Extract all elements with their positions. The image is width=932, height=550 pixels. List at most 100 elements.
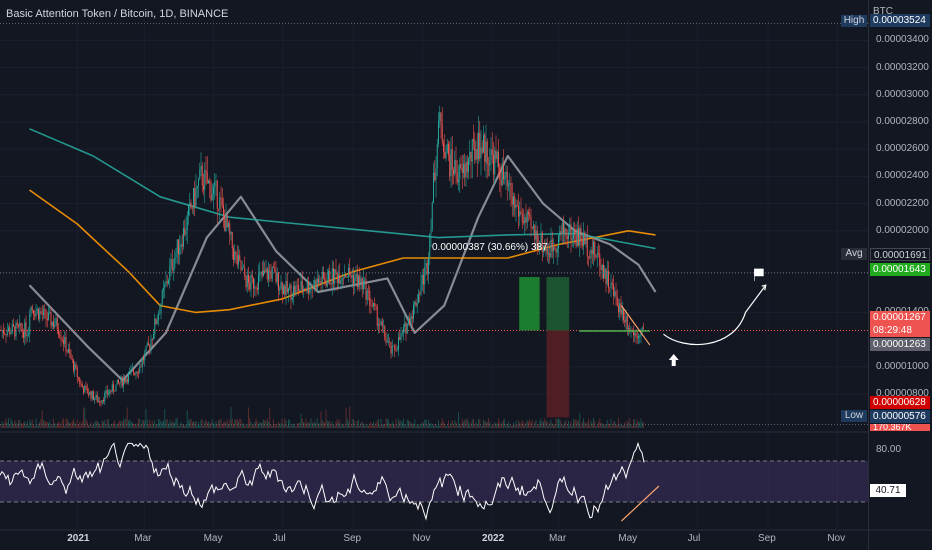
candle-body [545, 248, 547, 252]
candle-body [23, 331, 24, 338]
grid-lines [0, 20, 868, 528]
volume-bar [34, 425, 36, 428]
candle-body [583, 232, 584, 246]
candle-body [604, 268, 606, 279]
volume-bar [65, 418, 67, 428]
volume-bar [324, 422, 326, 428]
candle-body [271, 267, 273, 279]
volume-bar [16, 423, 18, 428]
candle-body [365, 279, 367, 300]
candle-body [286, 280, 288, 293]
candle-body [623, 308, 624, 321]
candle-body [575, 235, 577, 247]
volume-bar [96, 421, 98, 428]
candle-body [373, 303, 374, 307]
candle-body [539, 245, 541, 249]
candle-body [513, 196, 514, 205]
candle-body [251, 274, 253, 278]
candle-body [54, 325, 56, 328]
volume-bar [238, 421, 239, 428]
candle-body [556, 248, 558, 253]
candle-body [241, 267, 243, 270]
candle-body [481, 147, 483, 153]
volume-bar [51, 424, 53, 428]
volume-bar [78, 424, 79, 428]
candle-body [269, 270, 271, 272]
candle-body [358, 275, 359, 287]
volume-bar [435, 423, 437, 428]
candle-body [290, 284, 292, 300]
volume-bar [321, 419, 323, 428]
candle-body [29, 314, 31, 335]
candle-body [368, 290, 369, 292]
volume-bar [555, 418, 557, 428]
volume-bar [344, 425, 346, 428]
volume-bar [336, 419, 338, 428]
candle-body [194, 187, 196, 207]
candle-body [561, 222, 563, 235]
candle-body [601, 265, 603, 271]
volume-bar [248, 407, 249, 428]
volume-bar [260, 422, 262, 428]
candle-body [634, 332, 636, 336]
volume-bar [479, 419, 481, 428]
candle-body [301, 280, 303, 291]
volume-bar [519, 422, 521, 428]
volume-bar [40, 418, 42, 428]
volume-bar [323, 422, 324, 428]
candle-body [214, 181, 216, 187]
candle-body [541, 232, 543, 253]
volume-bar [506, 423, 508, 428]
candle-body [359, 275, 361, 284]
volume-bar [258, 425, 259, 428]
volume-bar [141, 420, 143, 428]
candle-body [61, 339, 63, 341]
volume-bar [308, 421, 309, 428]
volume-bar [300, 413, 302, 428]
volume-bar [630, 423, 632, 428]
volume-bar [424, 419, 426, 428]
time-tick-label: Mar [134, 533, 152, 544]
volume-bar [316, 418, 318, 428]
candle-body [234, 251, 236, 261]
volume-bar [254, 422, 256, 428]
volume-bar [576, 421, 578, 428]
high-tag: High [841, 15, 867, 27]
candle-body [570, 224, 572, 241]
volume-bar [443, 421, 444, 428]
volume-bar [140, 425, 142, 428]
volume-bar [76, 419, 78, 428]
candle-body [549, 253, 551, 257]
drawing-overlays[interactable] [0, 23, 868, 425]
volume-bar [158, 419, 159, 428]
candle-body [260, 271, 262, 273]
candle-body [474, 141, 476, 160]
time-tick-label: 2021 [67, 533, 90, 544]
volume-bar [69, 423, 71, 428]
volume-bar [124, 419, 126, 428]
volume-bar [494, 421, 496, 428]
candle-body [625, 316, 627, 323]
candle-body [191, 208, 193, 209]
volume-bar [401, 421, 403, 428]
volume-bar [123, 418, 124, 428]
volume-bar [568, 420, 569, 428]
candle-body [215, 180, 217, 182]
volume-bar [488, 418, 489, 428]
candle-body [149, 344, 151, 349]
volume-bar [203, 425, 204, 428]
candle-body [129, 371, 131, 373]
candle-body [370, 305, 372, 307]
time-tick-label: 2022 [481, 533, 505, 544]
candle-body [510, 182, 512, 198]
candle-body [123, 378, 124, 387]
volume-bar [641, 422, 643, 428]
candle-body [394, 345, 396, 350]
candle-body [280, 282, 282, 289]
volume-bar [503, 419, 504, 428]
candle-body [238, 255, 239, 265]
volume-bar [134, 423, 136, 428]
candle-body [569, 224, 571, 233]
